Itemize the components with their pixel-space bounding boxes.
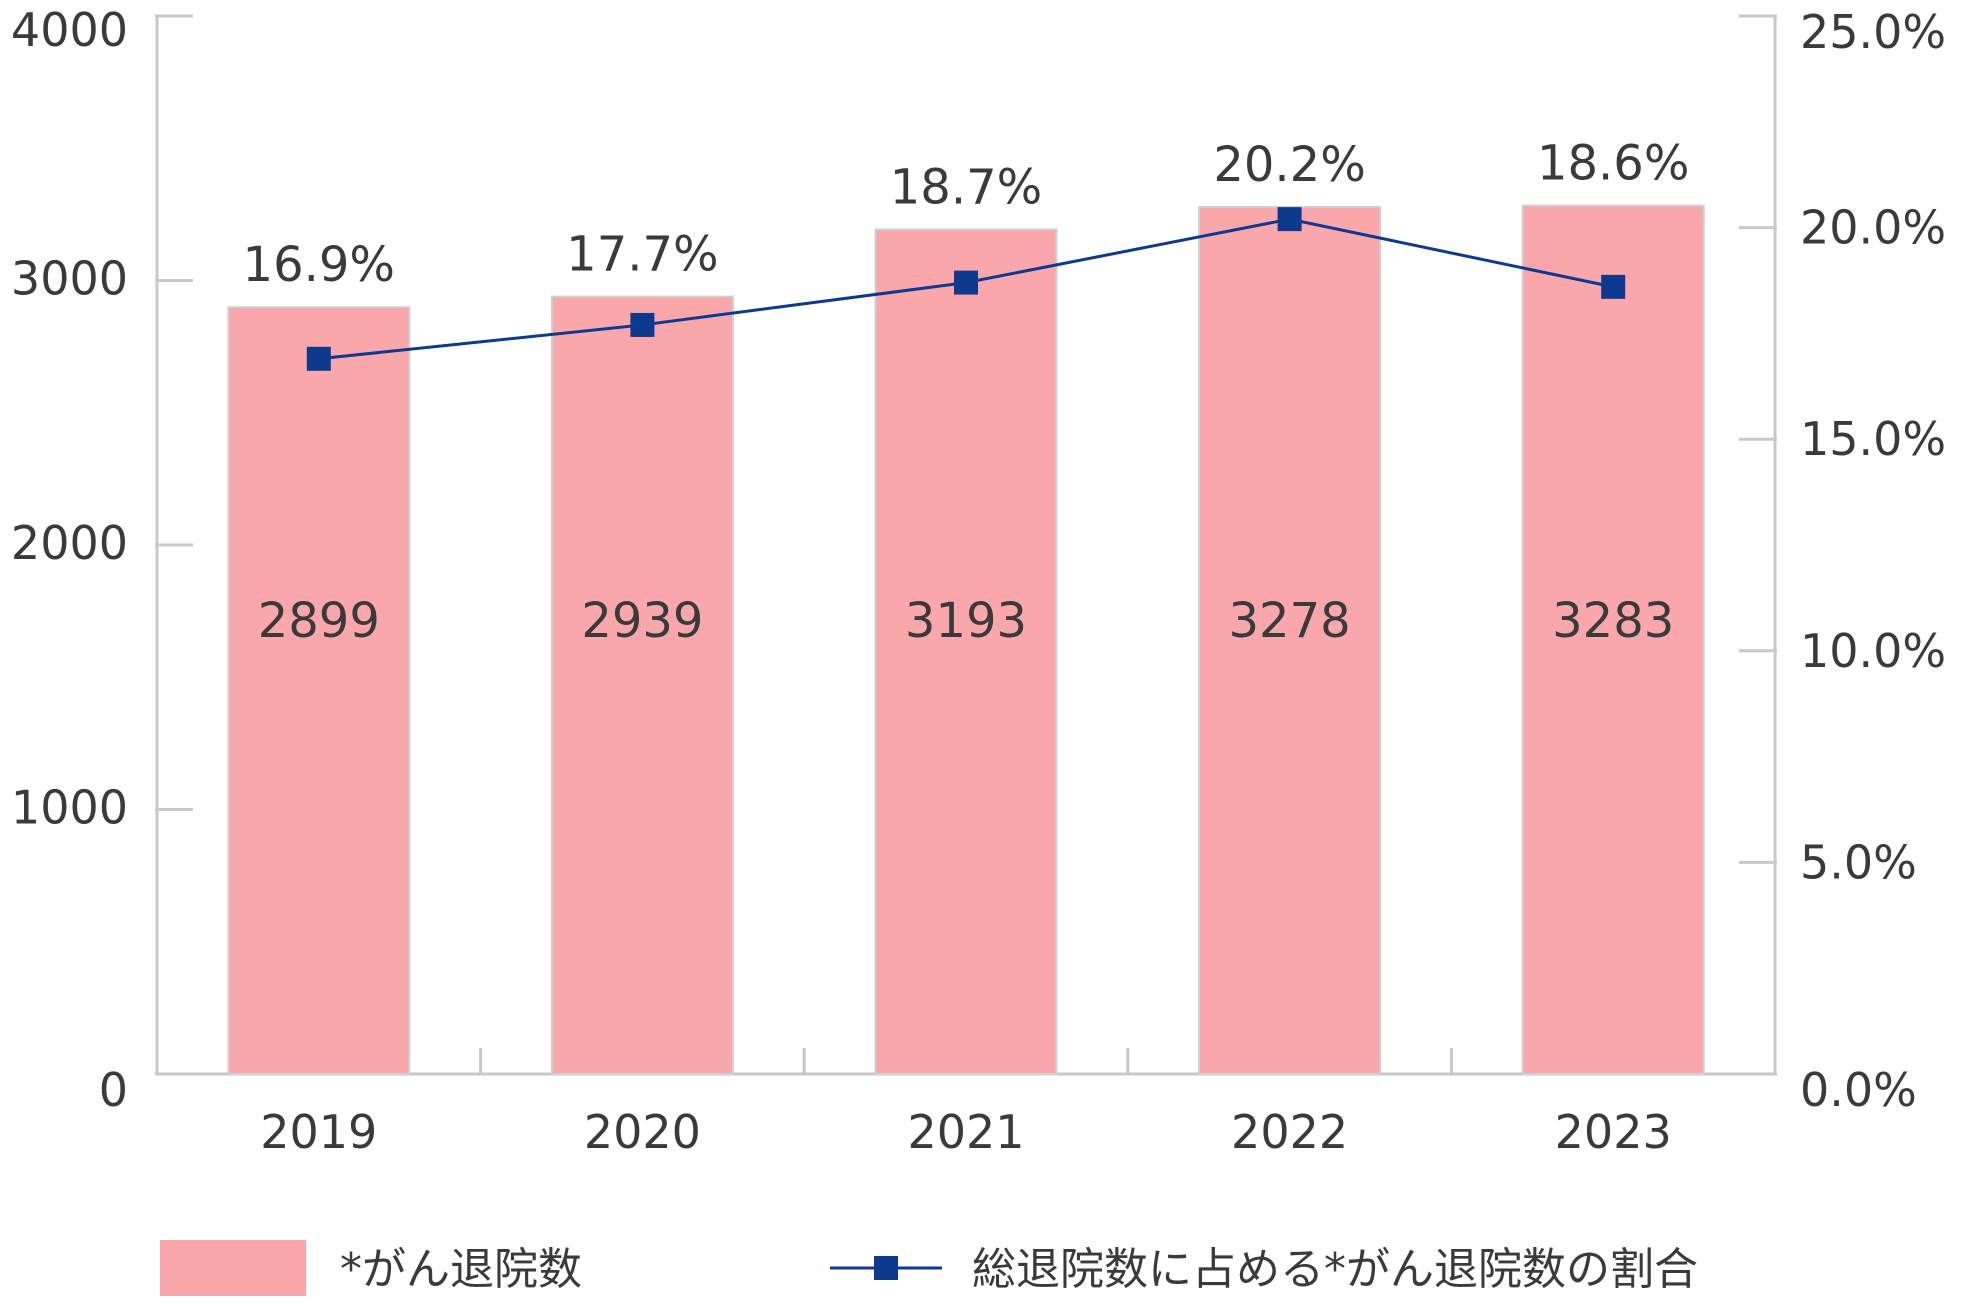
bar-value-label: 2939	[581, 593, 703, 649]
axes: 0 1000 2000 3000 4000 0.0% 5.0% 10.0% 15.0% 20.0%…	[11, 3, 1946, 1159]
y-left-tick-label: 2000	[11, 516, 128, 570]
percent-label: 18.7%	[890, 159, 1042, 215]
x-tick-label: 2019	[260, 1105, 377, 1159]
bar	[1521, 204, 1705, 1076]
legend-line-label: 総退院数に占める*がん退院数の割合	[972, 1244, 1698, 1295]
percent-label: 16.9%	[243, 237, 395, 293]
bar	[550, 295, 734, 1075]
legend: *がん退院数 総退院数に占める*がん退院数の割合	[160, 1240, 1698, 1296]
bar-value-label: 2899	[258, 593, 380, 649]
bar	[1198, 205, 1382, 1075]
line-marker	[1601, 274, 1626, 299]
y-left-tick-label: 3000	[11, 252, 128, 306]
line-marker	[306, 346, 331, 371]
legend-bar-swatch	[160, 1240, 306, 1296]
bar-value-label: 3283	[1552, 593, 1674, 649]
bar-value-label: 3193	[905, 593, 1027, 649]
y-right-tick-label: 25.0%	[1800, 5, 1946, 59]
line-marker	[630, 312, 655, 337]
x-tick-label: 2022	[1231, 1105, 1348, 1159]
y-left-tick-label: 0	[99, 1063, 128, 1117]
line-marker	[954, 270, 978, 295]
x-tick-label: 2021	[907, 1105, 1024, 1159]
percent-label: 18.6%	[1537, 136, 1689, 192]
line-series	[306, 207, 1626, 371]
y-right-tick-label: 15.0%	[1800, 412, 1946, 466]
x-tick-label: 2023	[1555, 1105, 1672, 1159]
x-tick-label: 2020	[584, 1105, 701, 1159]
y-right-tick-label: 5.0%	[1800, 835, 1917, 889]
y-right-tick-label: 10.0%	[1800, 624, 1946, 678]
bar	[874, 228, 1058, 1076]
y-right-tick-label: 20.0%	[1800, 201, 1946, 255]
legend-line-marker	[874, 1256, 898, 1280]
percent-label: 17.7%	[566, 227, 718, 283]
bar-series	[227, 204, 1705, 1076]
data-labels: 2899 2939 3193 3278 3283 16.9% 17.7% 18.7% 20.2%…	[243, 136, 1690, 649]
y-left-tick-label: 4000	[11, 3, 128, 57]
y-left-tick-label: 1000	[11, 781, 128, 835]
bar	[227, 306, 411, 1076]
percent-label: 20.2%	[1213, 137, 1365, 193]
y-right-tick-label: 0.0%	[1800, 1063, 1917, 1117]
bar-value-label: 3278	[1229, 593, 1351, 649]
line-marker	[1277, 207, 1302, 232]
legend-bar-label: *がん退院数	[340, 1244, 582, 1295]
